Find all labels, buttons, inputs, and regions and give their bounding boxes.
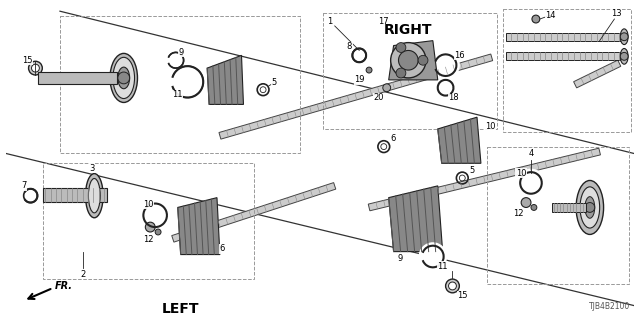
Text: 18: 18 [448,93,459,102]
Text: LEFT: LEFT [162,302,200,316]
Circle shape [532,15,540,23]
Circle shape [366,67,372,73]
Circle shape [435,54,456,76]
Circle shape [396,68,406,78]
Text: 12: 12 [513,209,524,218]
Text: 9: 9 [178,48,183,57]
Ellipse shape [113,57,134,99]
Circle shape [445,279,460,293]
Text: 3: 3 [90,164,95,173]
Polygon shape [172,183,336,242]
Circle shape [418,55,428,65]
Circle shape [383,84,390,92]
Circle shape [29,61,42,75]
Bar [506,52,624,60]
Circle shape [396,43,406,52]
Circle shape [31,64,40,72]
Polygon shape [368,148,600,211]
Circle shape [422,246,444,267]
Text: 4: 4 [529,149,534,158]
Text: 1: 1 [327,17,332,26]
Circle shape [390,43,426,78]
Circle shape [353,49,366,62]
Circle shape [143,204,167,227]
Text: 5: 5 [271,78,276,87]
Bar [44,188,107,202]
Bar [60,16,300,154]
Polygon shape [178,198,220,254]
Ellipse shape [576,180,604,235]
Circle shape [155,229,161,235]
Ellipse shape [620,49,628,64]
Text: 13: 13 [611,9,621,18]
Text: 16: 16 [454,51,465,60]
Circle shape [399,51,418,70]
Text: 15: 15 [22,56,33,65]
Circle shape [520,172,542,194]
Bar [504,9,631,132]
Text: 17: 17 [378,17,389,26]
Circle shape [620,52,628,60]
Text: 11: 11 [437,262,448,271]
Text: 15: 15 [457,291,468,300]
Text: 11: 11 [172,90,183,99]
Ellipse shape [580,187,600,228]
Text: FR.: FR. [55,281,73,291]
Text: RIGHT: RIGHT [384,23,433,37]
Bar [506,33,624,41]
Text: 20: 20 [374,93,384,102]
Bar [552,203,586,212]
Bar [38,72,117,84]
Text: 6: 6 [219,244,225,253]
Text: 10: 10 [486,123,496,132]
Ellipse shape [118,67,130,89]
Circle shape [449,282,456,290]
Text: 6: 6 [390,134,396,143]
Text: 7: 7 [21,181,26,190]
Circle shape [531,204,537,210]
Bar [323,13,497,129]
Circle shape [118,72,130,84]
Polygon shape [388,41,438,80]
Polygon shape [207,55,243,104]
Bar [44,163,254,279]
Circle shape [438,80,454,96]
Text: 14: 14 [545,11,556,20]
Text: 2: 2 [80,270,85,279]
Text: TJB4B2100: TJB4B2100 [589,302,630,311]
Text: 10: 10 [143,200,154,209]
Text: 8: 8 [347,42,352,51]
Text: 9: 9 [398,254,403,263]
Text: 5: 5 [470,166,475,175]
Circle shape [168,52,184,68]
Ellipse shape [88,179,100,213]
Ellipse shape [86,173,103,218]
Circle shape [172,66,204,98]
Text: 19: 19 [354,76,365,84]
Circle shape [585,203,595,212]
Polygon shape [438,117,481,163]
Circle shape [145,222,155,232]
Polygon shape [388,186,443,252]
Text: 10: 10 [516,169,527,178]
Circle shape [521,198,531,207]
Polygon shape [573,60,621,88]
Circle shape [24,189,37,203]
Circle shape [620,33,628,41]
Ellipse shape [585,197,595,218]
Ellipse shape [620,29,628,44]
Ellipse shape [110,53,138,102]
Polygon shape [219,54,493,139]
Bar [487,147,629,284]
Text: 12: 12 [143,235,154,244]
